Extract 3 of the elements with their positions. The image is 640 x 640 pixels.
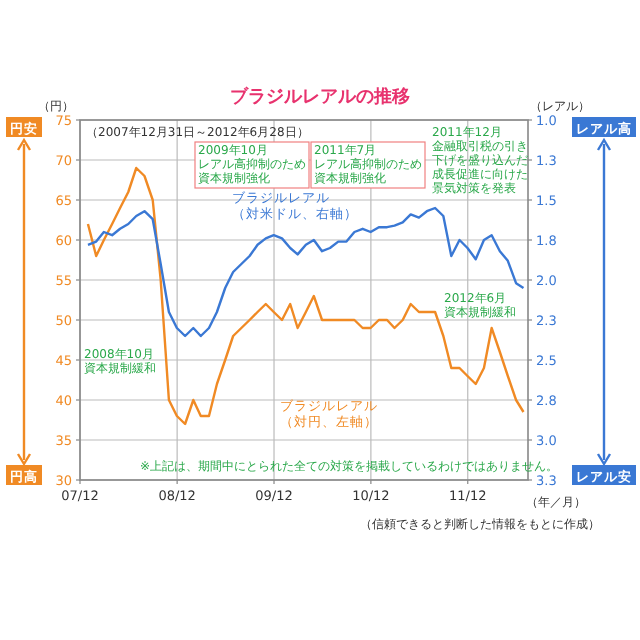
chart-title: ブラジルレアルの推移 (230, 86, 410, 108)
line-series (86, 206, 525, 338)
line-series (86, 166, 525, 426)
